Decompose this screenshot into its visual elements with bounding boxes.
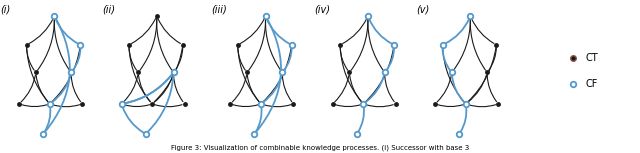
Text: (i): (i) [1,5,11,15]
Text: Figure 3: Visualization of combinable knowledge processes. (i) Successor with ba: Figure 3: Visualization of combinable kn… [171,145,469,151]
Text: (ii): (ii) [102,5,116,15]
Text: CF: CF [586,79,598,89]
Text: (iv): (iv) [314,5,330,15]
Text: (v): (v) [417,5,429,15]
Text: CT: CT [586,53,598,63]
Text: (iii): (iii) [211,5,227,15]
